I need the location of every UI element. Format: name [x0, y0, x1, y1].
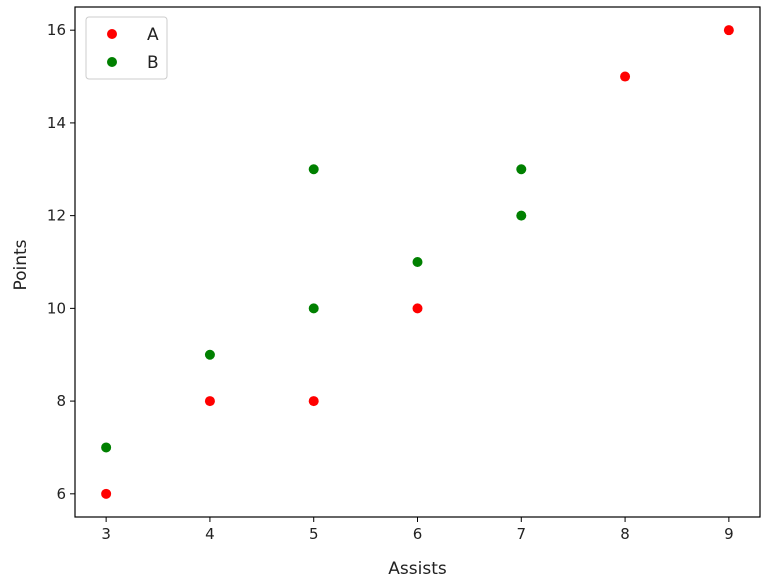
legend: AB: [85, 16, 168, 80]
legend-box: [85, 16, 168, 80]
x-axis-label: Assists: [388, 559, 447, 579]
y-axis-label: Points: [11, 239, 31, 290]
data-point-b: [308, 164, 319, 175]
legend-label-a: A: [147, 25, 159, 45]
x-tick-label: 9: [724, 525, 734, 543]
legend-marker-a: [107, 29, 117, 39]
data-point-a: [620, 71, 631, 82]
data-point-b: [412, 257, 423, 267]
data-point-a: [204, 396, 215, 407]
data-point-a: [723, 25, 734, 36]
x-tick-label: 8: [620, 525, 630, 543]
x-axis-ticks: 3 4 5 6 7 8 9: [101, 517, 734, 543]
y-tick-label: 10: [47, 299, 66, 317]
legend-label-b: B: [147, 53, 159, 73]
data-point-b: [204, 349, 215, 360]
y-tick-label: 8: [56, 392, 66, 410]
data-point-a: [412, 303, 423, 314]
data-point-b: [308, 303, 319, 314]
y-tick-label: 16: [47, 21, 66, 39]
legend-items: AB: [107, 25, 159, 73]
x-tick-label: 4: [205, 525, 215, 543]
y-tick-label: 14: [47, 114, 66, 132]
x-tick-label: 7: [517, 525, 527, 543]
x-tick-label: 5: [309, 525, 319, 543]
data-point-b: [516, 210, 527, 221]
plot-area: 3 4 5 6 7 8 9 6 8 10 12 14 16: [47, 6, 761, 543]
y-tick-label: 12: [47, 207, 66, 225]
x-tick-label: 3: [101, 525, 111, 543]
data-point-b: [101, 442, 112, 453]
y-tick-label: 6: [56, 485, 66, 503]
data-point-b: [516, 164, 527, 175]
data-point-a: [308, 396, 319, 407]
y-axis-ticks: 6 8 10 12 14 16: [47, 21, 75, 503]
data-points: [101, 25, 734, 499]
data-point-a: [101, 488, 112, 499]
x-tick-label: 6: [413, 525, 423, 543]
legend-marker-b: [107, 57, 117, 67]
